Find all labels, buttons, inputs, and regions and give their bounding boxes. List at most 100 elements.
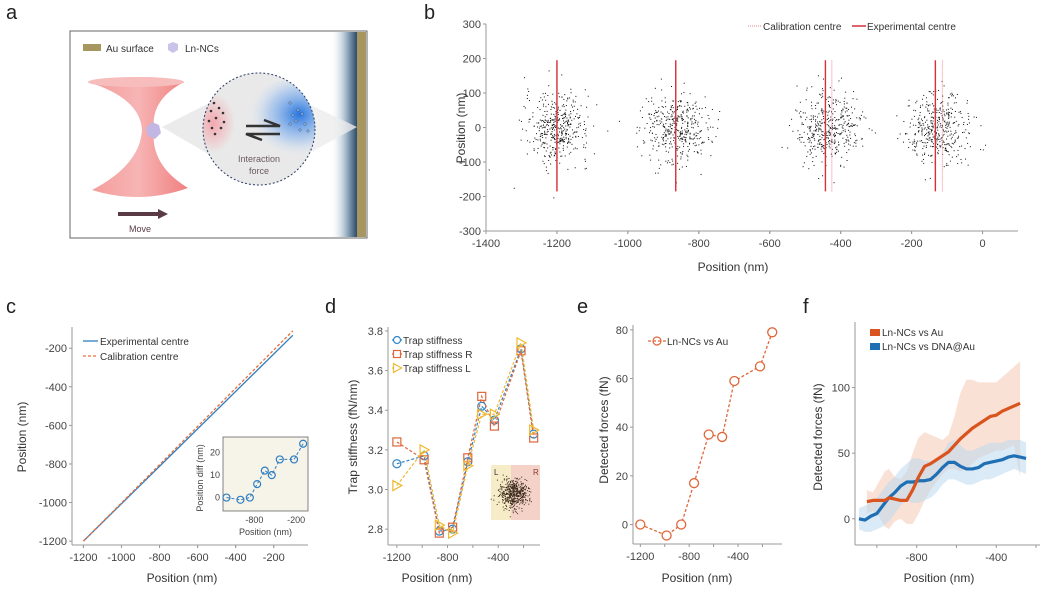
scatter-point xyxy=(665,128,667,130)
scatter-point xyxy=(563,122,565,124)
scatter-point xyxy=(821,131,823,133)
y-tick-label: 3.8 xyxy=(368,326,383,338)
dna-dot xyxy=(306,129,310,133)
scatter-point xyxy=(922,158,924,160)
scatter-point xyxy=(658,145,660,147)
scatter-point xyxy=(685,132,687,134)
scatter-point xyxy=(570,92,572,94)
inset-point xyxy=(530,501,532,503)
scatter-point xyxy=(559,139,561,141)
scatter-point xyxy=(561,74,563,76)
inset-point xyxy=(516,488,518,490)
series-line xyxy=(866,401,1021,504)
inset-point xyxy=(514,496,516,498)
scatter-point xyxy=(553,137,555,139)
scatter-point xyxy=(951,136,953,138)
inset-point xyxy=(515,501,517,503)
scatter-point xyxy=(665,116,667,118)
scatter-point xyxy=(545,106,547,108)
scatter-point xyxy=(663,126,665,128)
scatter-point xyxy=(538,100,540,102)
scatter-point xyxy=(565,105,567,107)
scatter-point xyxy=(548,159,550,161)
scatter-point xyxy=(664,133,666,135)
scatter-point xyxy=(547,130,549,132)
scatter-point xyxy=(943,85,945,87)
y-axis-label: Position (nm) xyxy=(15,402,29,473)
scatter-point xyxy=(967,142,969,144)
y-tick-label: 300 xyxy=(463,19,481,31)
scatter-point xyxy=(855,145,857,147)
scatter-point xyxy=(815,129,817,131)
scatter-point xyxy=(549,117,551,119)
scatter-point xyxy=(945,149,947,151)
inset-point xyxy=(529,500,531,502)
scatter-point xyxy=(961,145,963,147)
scatter-point xyxy=(821,146,823,148)
scatter-point xyxy=(858,117,860,119)
scatter-point xyxy=(931,122,933,124)
scatter-point xyxy=(931,128,933,130)
scatter-point xyxy=(667,138,669,140)
scatter-point xyxy=(577,135,579,137)
scatter-point xyxy=(955,132,957,134)
scatter-point xyxy=(542,124,544,126)
scatter-point xyxy=(656,111,658,113)
inset-point xyxy=(513,484,515,486)
scatter-point xyxy=(950,112,952,114)
inset-point xyxy=(514,510,516,512)
scatter-point xyxy=(951,108,953,110)
y-tick-label: 20 xyxy=(616,471,628,483)
scatter-point xyxy=(829,107,831,109)
scatter-point xyxy=(820,110,822,112)
scatter-point xyxy=(552,93,554,95)
scatter-point xyxy=(815,107,817,109)
x-tick-label: -400 xyxy=(985,552,1007,564)
inset-point xyxy=(513,496,515,498)
scatter-point xyxy=(968,132,970,134)
scatter-point xyxy=(942,147,944,149)
scatter-point xyxy=(583,129,585,131)
scatter-point xyxy=(692,143,694,145)
scatter-point xyxy=(851,125,853,127)
y-axis-label: Detected forces (fN) xyxy=(811,383,825,490)
scatter-point xyxy=(670,143,672,145)
scatter-point xyxy=(650,139,652,141)
scatter-point xyxy=(939,138,941,140)
scatter-point xyxy=(561,133,563,135)
scatter-point xyxy=(563,138,565,140)
scatter-point xyxy=(820,122,822,124)
scatter-point xyxy=(924,116,926,118)
scatter-point xyxy=(553,119,555,121)
scatter-point xyxy=(818,140,820,142)
inset-point xyxy=(511,492,513,494)
scatter-point xyxy=(942,109,944,111)
scatter-point xyxy=(812,161,814,163)
inset-point xyxy=(521,496,523,498)
scatter-point xyxy=(822,112,824,114)
scatter-point xyxy=(812,118,814,120)
scatter-point xyxy=(806,133,808,135)
scatter-point xyxy=(552,129,554,131)
scatter-point xyxy=(547,121,549,123)
scatter-point xyxy=(856,125,858,127)
scatter-point xyxy=(565,125,567,127)
scatter-point xyxy=(677,137,679,139)
scatter-point xyxy=(850,118,852,120)
scatter-point xyxy=(568,114,570,116)
scatter-point xyxy=(802,112,804,114)
scatter-point xyxy=(687,122,689,124)
scatter-point xyxy=(584,160,586,162)
scatter-point xyxy=(947,108,949,110)
centre-lines xyxy=(556,60,944,192)
scatter-point xyxy=(941,101,943,103)
scatter-point xyxy=(937,98,939,100)
scatter-point xyxy=(546,134,548,136)
scatter-point xyxy=(568,121,570,123)
scatter-point xyxy=(672,134,674,136)
scatter-point xyxy=(689,108,691,110)
scatter-point xyxy=(554,135,556,137)
scatter-point xyxy=(650,130,652,132)
scatter-point xyxy=(959,111,961,113)
